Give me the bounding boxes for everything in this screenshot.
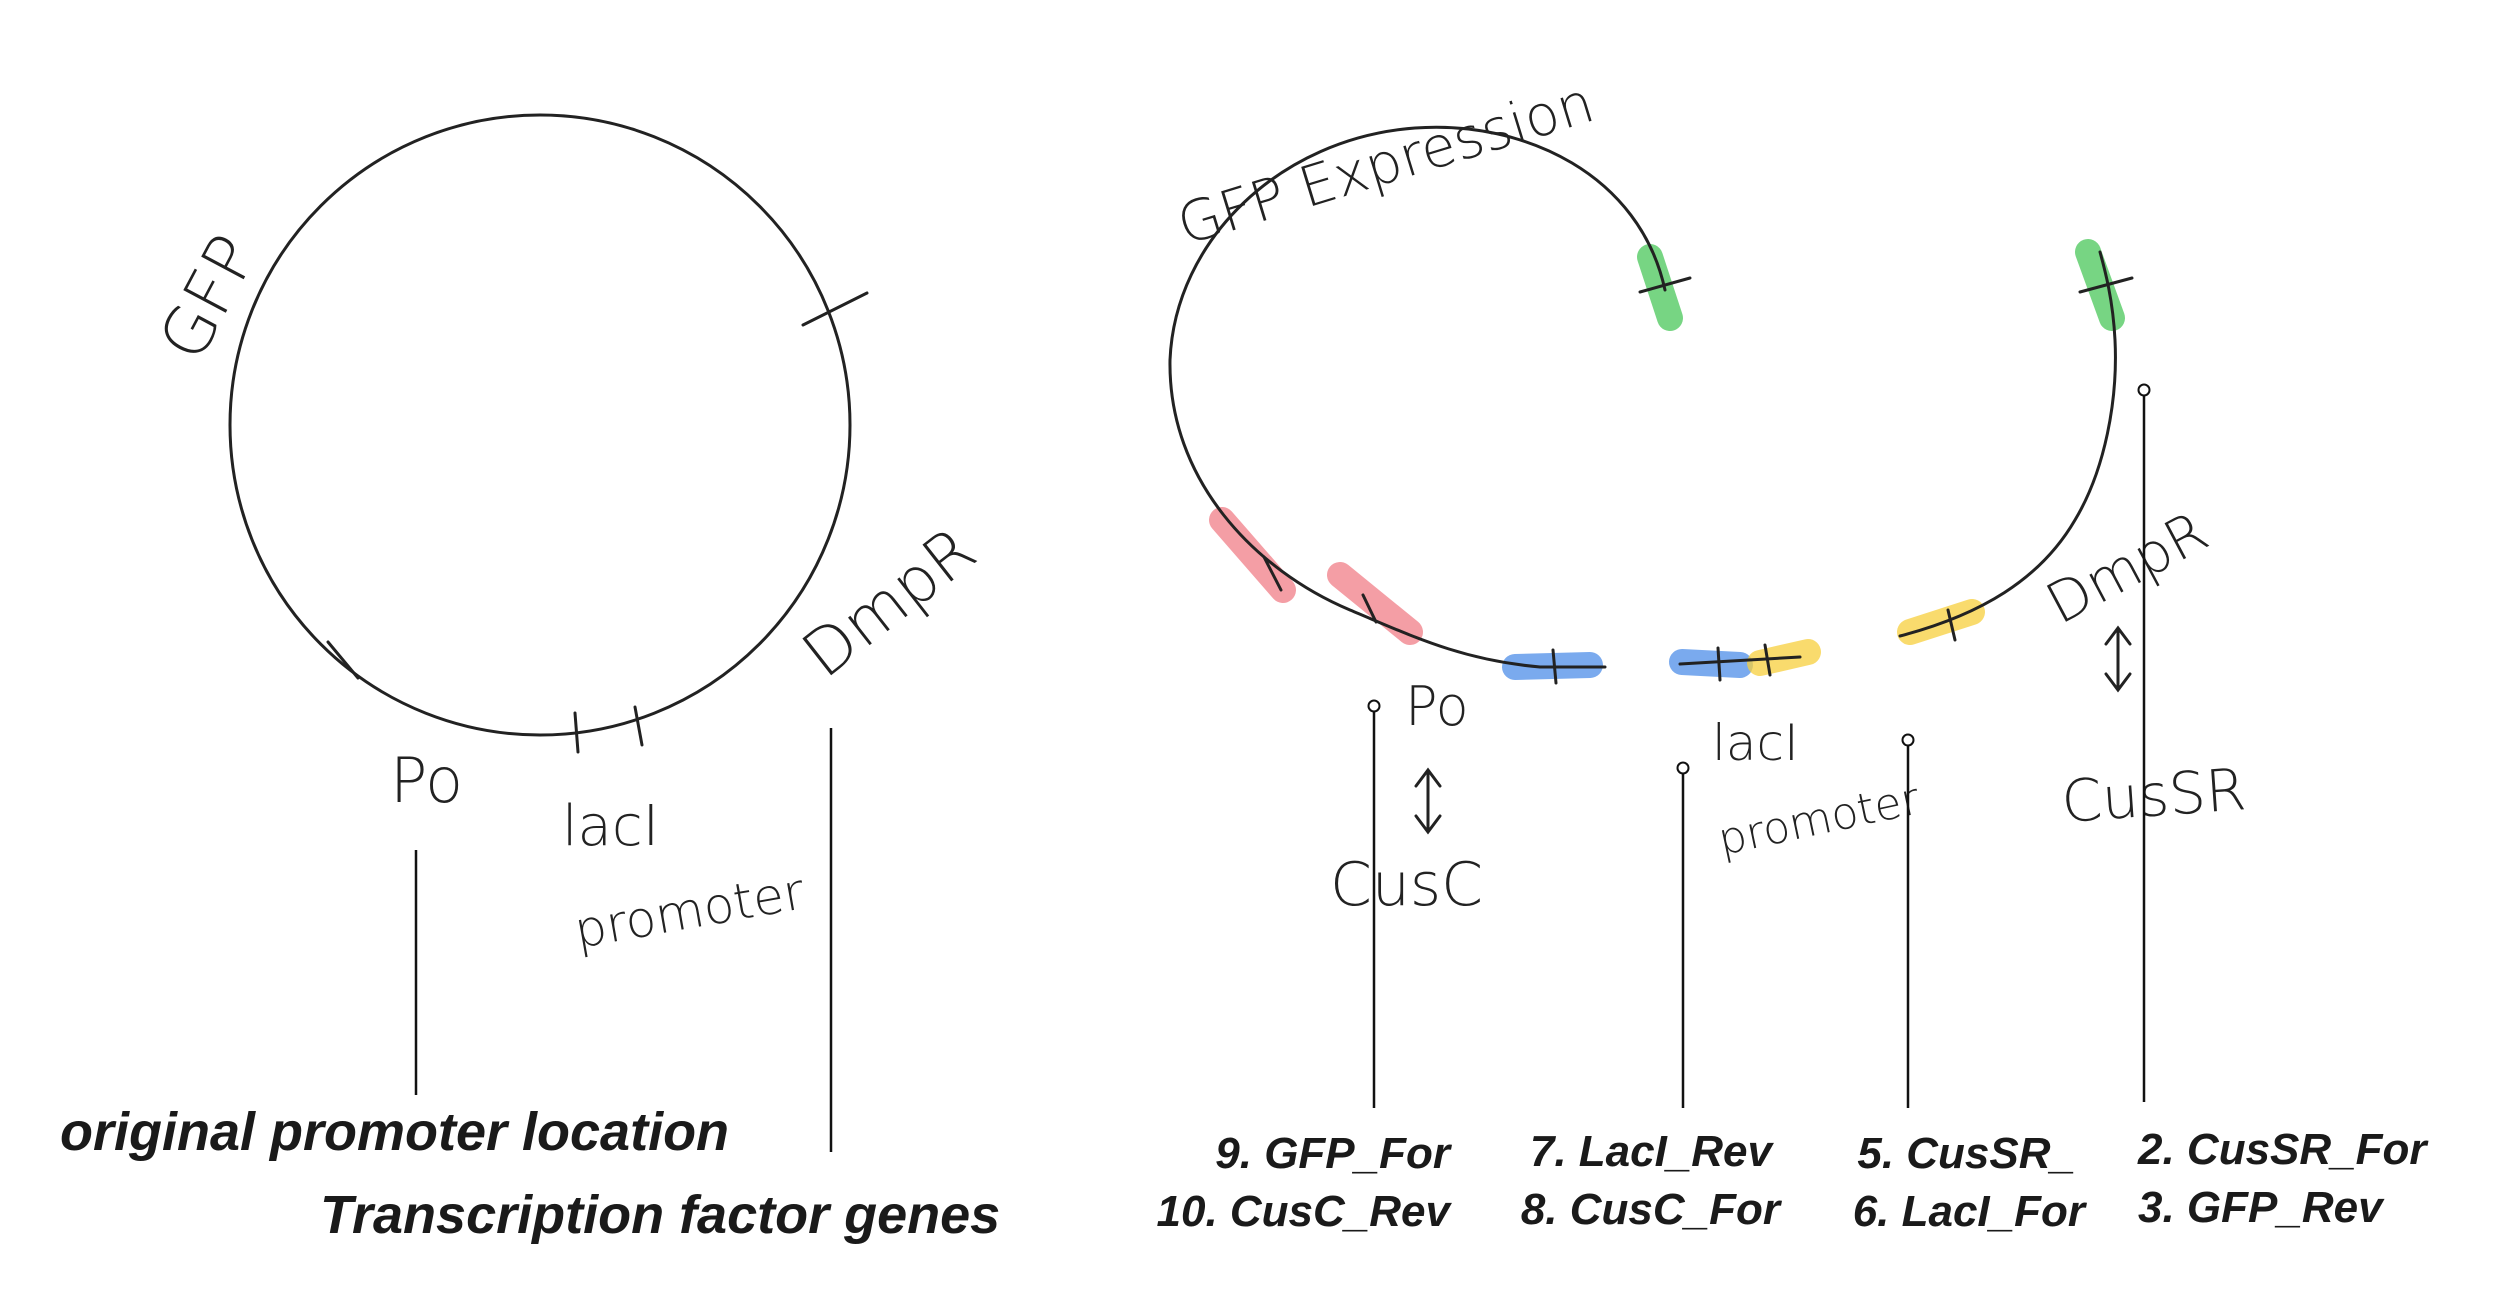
right-tick-red-2	[1361, 593, 1378, 624]
left-tick-laci-2	[633, 705, 644, 747]
right-tick-yellow-2	[1946, 608, 1957, 642]
right-label-po: Po	[1405, 675, 1469, 738]
right-label-cussr: CusSR	[2059, 755, 2248, 836]
leader-group4	[2137, 383, 2151, 1102]
left-tick-laci-1	[573, 711, 580, 754]
left-plasmid: GFP DmpR Po lacI promoter original promo…	[60, 113, 1000, 1245]
left-label-promoter: promoter	[570, 862, 809, 959]
leader-group2	[1676, 761, 1690, 1108]
left-tick-po	[326, 640, 360, 680]
right-label-gfp-expression: GFP Expression	[1170, 70, 1601, 258]
caption-original-promoter: original promoter location	[60, 1102, 729, 1162]
right-tick-green-2	[2078, 276, 2134, 294]
right-label-promoter: promoter	[1714, 773, 1925, 866]
right-plasmid: GFP Expression DmpR CusSR Po CusC lacI p…	[1157, 70, 2430, 1236]
right-tick-green-1	[1638, 276, 1692, 294]
double-arrow-dmpr-cussr	[2104, 625, 2132, 693]
primer-group2-line1: 7. LacI_Rev	[1530, 1127, 1775, 1176]
caption-tf-genes: Transcription factor genes	[320, 1185, 1000, 1245]
leader-group1	[1367, 699, 1381, 1108]
double-arrow-po-cusc	[1414, 767, 1442, 835]
right-label-dmpr: DmpR	[2036, 499, 2219, 637]
right-label-cusc: CusC	[1330, 850, 1483, 920]
left-label-po: Po	[390, 744, 463, 817]
right-plasmid-arc	[1168, 125, 2117, 669]
right-label-laci: lacI	[1712, 714, 1799, 772]
primer-group3-line1: 5. CusSR_	[1857, 1129, 2075, 1178]
primer-group4-line1: 2. CusSR_For	[2137, 1125, 2429, 1174]
highlight-red-1	[1209, 507, 1296, 603]
primer-group4-line2: 3. GFP_Rev	[2138, 1183, 2385, 1232]
highlight-green-2	[2075, 239, 2125, 331]
leader-group3	[1901, 733, 1915, 1108]
right-tick-blue-2	[1716, 646, 1722, 682]
primer-group1-line1: 9. GFP_For	[1215, 1129, 1453, 1178]
right-tick-red-1	[1262, 555, 1283, 592]
left-label-laci: lacI	[562, 794, 659, 859]
primer-group2-line2: 8. CusC_For	[1521, 1185, 1783, 1234]
primer-group1-line2: 10. CusC_Rev	[1157, 1187, 1453, 1236]
left-plasmid-circle	[228, 113, 852, 737]
right-tick-blue-1	[1551, 648, 1558, 685]
left-tick-dmpr-top	[801, 291, 869, 327]
right-tick-yellow-1	[1763, 643, 1772, 677]
left-label-dmpr: DmpR	[789, 513, 990, 692]
left-label-gfp: GFP	[144, 223, 273, 373]
highlight-red-2	[1327, 562, 1423, 645]
primer-group3-line2: 6. LacI_For	[1853, 1187, 2088, 1236]
